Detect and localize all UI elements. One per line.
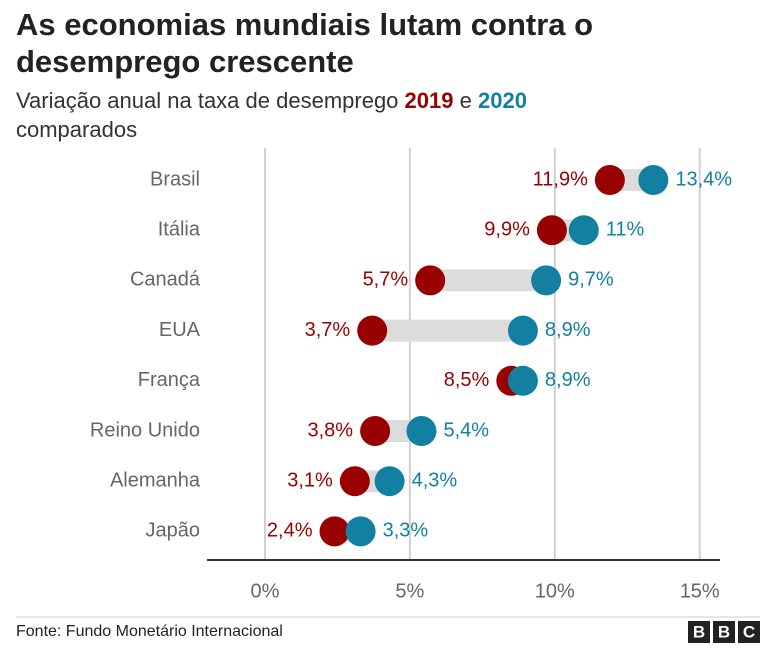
logo-box: [688, 621, 710, 643]
dot-2020: [406, 416, 437, 446]
value-label: 3,1%: [287, 469, 333, 491]
chart-subtitle: Variação anual na taxa de desemprego 201…: [16, 86, 576, 144]
dot-2019: [415, 265, 446, 296]
dot-2019: [339, 466, 370, 497]
value-label: 5,4%: [443, 419, 489, 441]
dot-2019: [319, 516, 350, 547]
dot-2020: [507, 315, 538, 346]
dot-2020: [374, 466, 405, 497]
x-tick-label: 10%: [535, 580, 575, 602]
value-label: 3,7%: [305, 319, 351, 341]
x-tick-label: 15%: [680, 580, 720, 602]
category-label: Canadá: [130, 269, 201, 291]
value-label: 8,9%: [545, 319, 591, 341]
dot-2020: [568, 215, 599, 246]
subtitle-text: e: [459, 88, 472, 113]
logo-letter: C: [743, 622, 755, 641]
logo-box: [738, 621, 760, 643]
value-label: 13,4%: [675, 168, 732, 190]
dot-2020: [531, 265, 562, 296]
x-tick-label: 5%: [395, 580, 424, 602]
value-label: 5,7%: [363, 269, 409, 291]
value-label: 2,4%: [267, 520, 313, 542]
dot-2019: [594, 165, 625, 195]
dot-2019: [536, 215, 567, 246]
dot-2020: [638, 165, 669, 195]
category-label: EUA: [159, 319, 201, 341]
category-label: Brasil: [150, 168, 200, 190]
category-label: Reino Unido: [90, 419, 200, 441]
source: Fonte: Fundo Monetário Internacional: [16, 623, 283, 640]
category-label: Itália: [158, 218, 201, 240]
subtitle-text: comparados: [16, 117, 138, 142]
value-label: 8,9%: [545, 369, 591, 391]
value-label: 9,7%: [568, 269, 614, 291]
logo-letter: B: [718, 622, 730, 641]
value-label: 3,3%: [383, 520, 429, 542]
dot-2020: [345, 516, 376, 547]
category-label: Japão: [146, 520, 201, 542]
subtitle-text: Variação anual na taxa de desemprego: [16, 88, 399, 113]
dot-2019: [360, 416, 391, 446]
logo-letter: B: [693, 622, 705, 641]
x-tick-label: 0%: [251, 580, 280, 602]
logo-box: [713, 621, 735, 643]
value-label: 8,5%: [444, 369, 490, 391]
dot-2019: [357, 315, 388, 346]
legend-2019: 2019: [404, 88, 454, 113]
value-label: 3,8%: [308, 419, 354, 441]
category-label: França: [138, 369, 201, 391]
value-label: 9,9%: [484, 218, 530, 240]
value-label: 11%: [606, 218, 645, 240]
value-label: 11,9%: [533, 168, 588, 190]
value-label: 4,3%: [412, 469, 458, 491]
chart-title: As economias mundiais lutam contra o des…: [16, 7, 594, 79]
legend-2020: 2020: [478, 88, 527, 113]
category-label: Alemanha: [110, 469, 201, 491]
dot-2020: [507, 365, 538, 396]
